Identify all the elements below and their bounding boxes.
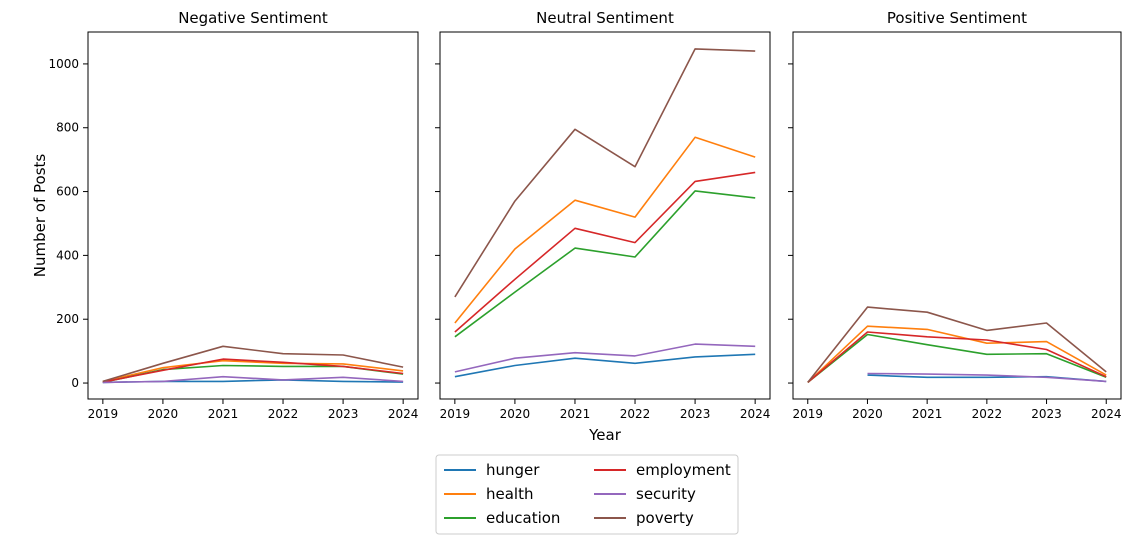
x-tick-label: 2020 [500,407,531,421]
panel-title-1: Neutral Sentiment [536,9,674,27]
series-line-employment [102,358,404,383]
y-tick-label: 800 [56,121,79,135]
legend-label-health: health [486,485,533,503]
x-tick-label: 2019 [792,407,823,421]
plot-frame-1 [439,31,771,400]
panel-title-2: Positive Sentiment [887,9,1027,27]
x-tick-label: 2020 [852,407,883,421]
x-tick-label: 2023 [680,407,711,421]
legend-label-education: education [486,509,560,527]
x-tick-label: 2022 [268,407,299,421]
series-line-security [454,343,756,373]
y-axis-label: Number of Posts [31,154,49,278]
legend-box [435,454,739,535]
x-tick-label: 2021 [912,407,943,421]
x-tick-label: 2024 [740,407,771,421]
x-tick-label: 2024 [388,407,419,421]
y-tick-label: 200 [56,312,79,326]
x-tick-label: 2019 [440,407,471,421]
legend-label-employment: employment [636,461,731,479]
y-tick-label: 600 [56,185,79,199]
x-tick-label: 2023 [328,407,359,421]
legend-label-poverty: poverty [636,509,694,527]
x-tick-label: 2021 [560,407,591,421]
x-tick-label: 2024 [1091,407,1122,421]
y-tick-label: 400 [56,248,79,262]
series-line-hunger [454,353,756,378]
series-line-security [102,375,404,384]
y-tick-label: 1000 [48,57,79,71]
series-line-poverty [454,48,756,298]
x-tick-label: 2022 [620,407,651,421]
series-line-health [807,325,1107,383]
x-tick-label: 2023 [1031,407,1062,421]
legend-label-security: security [636,485,696,503]
series-line-security [867,372,1107,383]
x-tick-label: 2022 [972,407,1003,421]
panel-title-0: Negative Sentiment [178,9,328,27]
series-line-poverty [807,306,1107,383]
x-axis-label: Year [588,426,622,444]
x-tick-label: 2019 [88,407,119,421]
series-line-health [102,359,404,383]
y-tick-label: 0 [71,376,79,390]
x-tick-label: 2021 [208,407,239,421]
x-tick-label: 2020 [148,407,179,421]
series-line-education [454,190,756,338]
series-line-employment [807,331,1107,384]
series-line-health [454,136,756,324]
plot-frame-0 [87,31,419,400]
legend-label-hunger: hunger [486,461,540,479]
series-line-poverty [102,345,404,383]
series-line-employment [454,171,756,333]
series-line-education [807,333,1107,384]
plot-frame-2 [792,31,1122,400]
